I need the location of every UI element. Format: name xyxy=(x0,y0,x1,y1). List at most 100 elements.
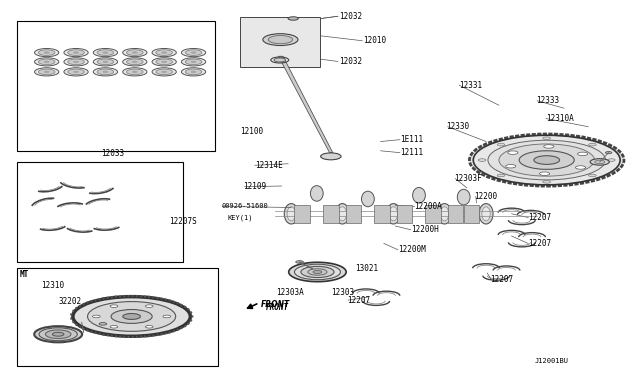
Ellipse shape xyxy=(540,172,550,175)
Ellipse shape xyxy=(93,315,100,318)
Text: 12207: 12207 xyxy=(490,275,513,284)
Ellipse shape xyxy=(544,145,554,148)
Text: 12330: 12330 xyxy=(447,122,470,131)
Text: 12207: 12207 xyxy=(528,239,551,248)
Text: 12207: 12207 xyxy=(347,296,370,305)
Bar xyxy=(448,205,463,223)
Ellipse shape xyxy=(74,61,79,63)
Ellipse shape xyxy=(185,59,202,65)
Ellipse shape xyxy=(93,48,118,57)
Ellipse shape xyxy=(74,71,79,73)
Ellipse shape xyxy=(268,35,292,44)
Text: 12200A: 12200A xyxy=(415,202,442,211)
Ellipse shape xyxy=(132,71,138,73)
Ellipse shape xyxy=(45,330,71,339)
Ellipse shape xyxy=(488,140,605,180)
Ellipse shape xyxy=(438,203,452,224)
Text: 12314E: 12314E xyxy=(255,161,283,170)
Text: 00926-51600: 00926-51600 xyxy=(221,203,268,209)
Ellipse shape xyxy=(156,50,173,55)
Ellipse shape xyxy=(287,207,296,221)
Ellipse shape xyxy=(458,189,470,205)
Ellipse shape xyxy=(111,310,152,323)
Text: 12207S: 12207S xyxy=(169,217,196,226)
Ellipse shape xyxy=(97,50,114,55)
Ellipse shape xyxy=(103,71,108,73)
Ellipse shape xyxy=(99,323,107,325)
Ellipse shape xyxy=(123,48,147,57)
Ellipse shape xyxy=(577,152,588,155)
Ellipse shape xyxy=(44,61,49,63)
Ellipse shape xyxy=(506,164,516,168)
Text: 1E111: 1E111 xyxy=(400,135,423,144)
Text: 12200H: 12200H xyxy=(411,225,438,234)
Text: 12310A: 12310A xyxy=(546,114,574,123)
Ellipse shape xyxy=(52,332,64,336)
Text: 12303F: 12303F xyxy=(454,174,482,183)
Bar xyxy=(426,205,441,223)
Ellipse shape xyxy=(519,151,574,169)
Text: 12200M: 12200M xyxy=(398,245,426,254)
Ellipse shape xyxy=(473,135,620,185)
Ellipse shape xyxy=(38,59,55,65)
Ellipse shape xyxy=(313,270,322,273)
Text: 12111: 12111 xyxy=(400,148,423,157)
Ellipse shape xyxy=(263,34,298,45)
Text: 12010: 12010 xyxy=(364,36,387,45)
Ellipse shape xyxy=(35,68,59,76)
Ellipse shape xyxy=(589,143,596,146)
Text: FRONT: FRONT xyxy=(266,303,289,312)
Ellipse shape xyxy=(274,58,285,62)
Ellipse shape xyxy=(163,315,171,318)
Ellipse shape xyxy=(110,305,118,307)
Ellipse shape xyxy=(127,59,143,65)
Text: 13021: 13021 xyxy=(355,264,378,273)
Text: 12333: 12333 xyxy=(536,96,559,105)
Ellipse shape xyxy=(575,166,586,169)
Ellipse shape xyxy=(301,266,334,278)
Ellipse shape xyxy=(181,58,205,66)
Ellipse shape xyxy=(64,68,88,76)
Text: 12200: 12200 xyxy=(474,192,498,201)
Bar xyxy=(397,205,412,223)
Ellipse shape xyxy=(185,69,202,75)
Ellipse shape xyxy=(44,52,49,54)
Ellipse shape xyxy=(64,58,88,66)
Ellipse shape xyxy=(308,269,327,275)
Ellipse shape xyxy=(123,68,147,76)
Text: 12033: 12033 xyxy=(101,149,124,158)
Ellipse shape xyxy=(88,302,175,331)
Ellipse shape xyxy=(321,153,341,160)
Ellipse shape xyxy=(35,58,59,66)
Ellipse shape xyxy=(38,50,55,55)
Text: KEY(1): KEY(1) xyxy=(227,215,253,221)
Ellipse shape xyxy=(294,264,340,280)
Ellipse shape xyxy=(152,58,176,66)
Ellipse shape xyxy=(191,61,196,63)
Ellipse shape xyxy=(132,61,138,63)
Ellipse shape xyxy=(97,69,114,75)
Ellipse shape xyxy=(110,326,118,328)
Text: J12001BU: J12001BU xyxy=(534,358,568,364)
Ellipse shape xyxy=(440,207,449,221)
Ellipse shape xyxy=(103,52,108,54)
Bar xyxy=(240,17,320,67)
Ellipse shape xyxy=(590,159,609,165)
Text: 12207: 12207 xyxy=(528,213,551,222)
Text: FRONT: FRONT xyxy=(261,300,291,309)
Ellipse shape xyxy=(185,50,202,55)
Text: 12032: 12032 xyxy=(339,57,362,66)
Ellipse shape xyxy=(34,326,82,342)
Bar xyxy=(17,267,218,366)
Ellipse shape xyxy=(387,203,401,224)
Ellipse shape xyxy=(123,314,140,320)
Ellipse shape xyxy=(595,160,605,164)
Ellipse shape xyxy=(156,69,173,75)
Ellipse shape xyxy=(73,296,190,336)
Ellipse shape xyxy=(97,59,114,65)
Ellipse shape xyxy=(338,207,346,221)
Bar xyxy=(346,205,361,223)
Ellipse shape xyxy=(64,48,88,57)
Ellipse shape xyxy=(93,58,118,66)
Ellipse shape xyxy=(362,191,374,207)
